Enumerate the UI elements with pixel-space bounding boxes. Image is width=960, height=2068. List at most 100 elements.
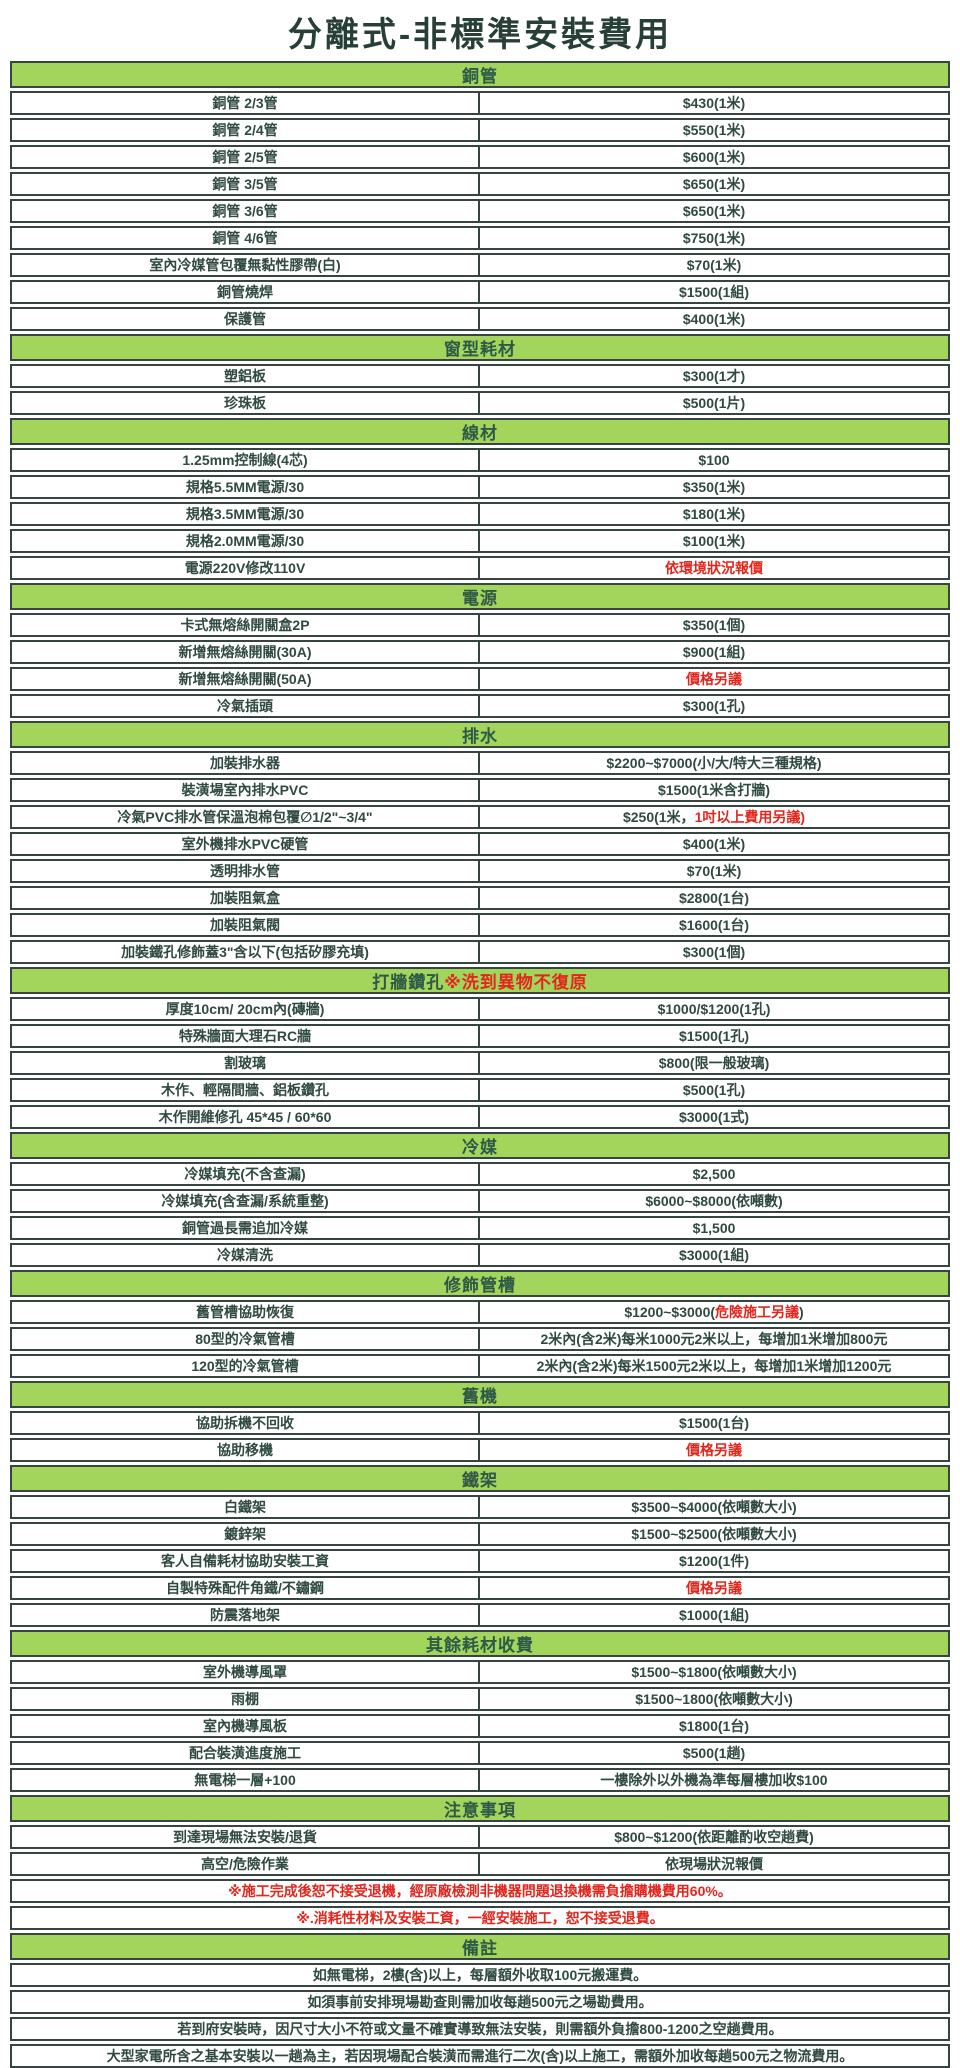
- text-segment: $650(1米): [682, 176, 746, 192]
- section-header: 排水: [10, 721, 950, 748]
- table-row: 配合裝潢進度施工 $500(1趟): [10, 1741, 950, 1765]
- item-price: $3500~$4000(依噸數大小): [480, 1497, 948, 1517]
- item-label: 裝潢場室內排水PVC: [12, 780, 480, 800]
- item-price: $500(1趟): [480, 1743, 948, 1763]
- item-label: 120型的冷氣管槽: [12, 1356, 480, 1376]
- text-segment: $600(1米): [682, 149, 746, 165]
- item-price: 依環境狀況報價: [480, 558, 948, 578]
- item-price: $650(1米): [480, 201, 948, 221]
- item-price: 價格另議: [480, 1578, 948, 1598]
- text-segment: $100: [698, 452, 730, 468]
- text-segment: $1200~$3000(: [624, 1304, 716, 1320]
- section-header: 注意事項: [10, 1795, 950, 1822]
- table-row: 舊管槽協助恢復 $1200~$3000(危險施工另議): [10, 1300, 950, 1324]
- text-segment: $650(1米): [682, 203, 746, 219]
- item-price: $1,500: [480, 1218, 948, 1238]
- table-row: 室內機導風板 $1800(1台): [10, 1714, 950, 1738]
- item-price: $500(1片): [480, 393, 948, 413]
- red-text-segment: 價格另議: [686, 671, 742, 687]
- item-label: 電源220V修改110V: [12, 558, 480, 578]
- section-header: 鐵架: [10, 1465, 950, 1492]
- item-price: $350(1米): [480, 477, 948, 497]
- text-segment: 2米內(含2米)每米1000元2米以上，每增加1米增加800元: [540, 1331, 888, 1347]
- item-price: $400(1米): [480, 834, 948, 854]
- red-text-segment: ※.消耗性材料及安裝工資，一經安裝施工，恕不接受退費。: [296, 1910, 664, 1926]
- item-label: 鍍鋅架: [12, 1524, 480, 1544]
- table-row: 雨棚 $1500~1800(依噸數大小): [10, 1687, 950, 1711]
- item-price: $1200(1件): [480, 1551, 948, 1571]
- note-row: 如無電梯，2樓(含)以上，每層額外收取100元搬運費。: [10, 1963, 950, 1987]
- note-row: 如須事前安排現場勘查則需加收每趟500元之場勘費用。: [10, 1990, 950, 2014]
- text-segment: $3000(1式): [678, 1109, 750, 1125]
- item-label: 銅管 2/5管: [12, 147, 480, 167]
- note-row: 若到府安裝時，因尺寸大小不符或文量不確實導致無法安裝，則需額外負擔800-120…: [10, 2017, 950, 2041]
- item-price: $300(1個): [480, 942, 948, 962]
- item-label: 高空/危險作業: [12, 1854, 480, 1874]
- table-row: 新增無熔絲開關(30A) $900(1組): [10, 640, 950, 664]
- item-label: 新增無熔絲開關(50A): [12, 669, 480, 689]
- red-text-segment: 危險施工另議: [715, 1304, 800, 1320]
- table-row: 木作、輕隔間牆、鋁板鑽孔 $500(1孔): [10, 1078, 950, 1102]
- table-row: 加裝阻氣閥 $1600(1台): [10, 913, 950, 937]
- item-label: 規格5.5MM電源/30: [12, 477, 480, 497]
- table-row: 高空/危險作業 依現場狀況報價: [10, 1852, 950, 1876]
- table-row: 透明排水管 $70(1米): [10, 859, 950, 883]
- item-price: $2,500: [480, 1164, 948, 1184]
- table-row: 80型的冷氣管槽 2米內(含2米)每米1000元2米以上，每增加1米增加800元: [10, 1327, 950, 1351]
- item-label: 冷媒填充(含查漏/系統重整): [12, 1191, 480, 1211]
- text-segment: 打牆鑽孔: [372, 973, 445, 992]
- item-price: $500(1孔): [480, 1080, 948, 1100]
- item-label: 木作、輕隔間牆、鋁板鑽孔: [12, 1080, 480, 1100]
- item-label: 冷氣PVC排水管保溫泡棉包覆∅1/2"~3/4": [12, 807, 480, 827]
- table-row: 室外機排水PVC硬管 $400(1米): [10, 832, 950, 856]
- text-segment: $100(1米): [682, 533, 746, 549]
- table-row: 加裝鐵孔修飾蓋3"含以下(包括矽膠充填) $300(1個): [10, 940, 950, 964]
- item-label: 卡式無熔絲開關盒2P: [12, 615, 480, 635]
- text-segment: 銅管: [462, 67, 498, 86]
- item-price: $1500(1台): [480, 1413, 948, 1433]
- text-segment: $350(1米): [682, 479, 746, 495]
- text-segment: 若到府安裝時，因尺寸大小不符或文量不確實導致無法安裝，則需額外負擔800-120…: [177, 2021, 783, 2037]
- item-price: $400(1米): [480, 309, 948, 329]
- table-row: 電源220V修改110V 依環境狀況報價: [10, 556, 950, 580]
- text-segment: $550(1米): [682, 122, 746, 138]
- item-price: $430(1米): [480, 93, 948, 113]
- table-row: 冷氣插頭 $300(1孔): [10, 694, 950, 718]
- item-label: 室內機導風板: [12, 1716, 480, 1736]
- text-segment: $500(1趟): [682, 1745, 746, 1761]
- price-table: 銅管 銅管 2/3管 $430(1米) 銅管 2/4管 $550(1米) 銅管 2/5管 $…: [10, 61, 950, 2068]
- item-price: 2米內(含2米)每米1500元2米以上，每增加1米增加1200元: [480, 1356, 948, 1376]
- text-segment: 排水: [462, 727, 498, 746]
- item-price: $1500(1組): [480, 282, 948, 302]
- section-header: 線材: [10, 418, 950, 445]
- item-label: 室外機排水PVC硬管: [12, 834, 480, 854]
- note-text: ※.消耗性材料及安裝工資，一經安裝施工，恕不接受退費。: [12, 1908, 948, 1928]
- text-segment: 電源: [462, 589, 498, 608]
- item-label: 保護管: [12, 309, 480, 329]
- item-label: 銅管 2/4管: [12, 120, 480, 140]
- table-row: 協助移機 價格另議: [10, 1438, 950, 1462]
- item-price: $1000(1組): [480, 1605, 948, 1625]
- text-segment: 線材: [462, 424, 498, 443]
- table-row: 銅管 4/6管 $750(1米): [10, 226, 950, 250]
- item-price: $650(1米): [480, 174, 948, 194]
- item-price: $100: [480, 450, 948, 470]
- item-price: $3000(1式): [480, 1107, 948, 1127]
- text-segment: 鐵架: [462, 1471, 498, 1490]
- text-segment: $800~$1200(依距離酌收空趟費): [614, 1829, 814, 1845]
- text-segment: $1500(1米含打牆): [657, 782, 771, 798]
- item-price: $1200~$3000(危險施工另議): [480, 1302, 948, 1322]
- table-row: 塑鋁板 $300(1才): [10, 364, 950, 388]
- text-segment: $180(1米): [682, 506, 746, 522]
- text-segment: $6000~$8000(依噸數): [645, 1193, 783, 1209]
- red-text-segment: 1吋以上費用另議): [694, 809, 806, 825]
- item-price: 價格另議: [480, 1440, 948, 1460]
- text-segment: $400(1米): [682, 836, 746, 852]
- item-label: 1.25mm控制線(4芯): [12, 450, 480, 470]
- table-row: 加裝阻氣盒 $2800(1台): [10, 886, 950, 910]
- note-row: ※.消耗性材料及安裝工資，一經安裝施工，恕不接受退費。: [10, 1906, 950, 1930]
- item-price: $1000/$1200(1孔): [480, 999, 948, 1019]
- section-header: 電源: [10, 583, 950, 610]
- text-segment: $70(1米): [686, 863, 742, 879]
- table-row: 自製特殊配件角鐵/不鏽鋼 價格另議: [10, 1576, 950, 1600]
